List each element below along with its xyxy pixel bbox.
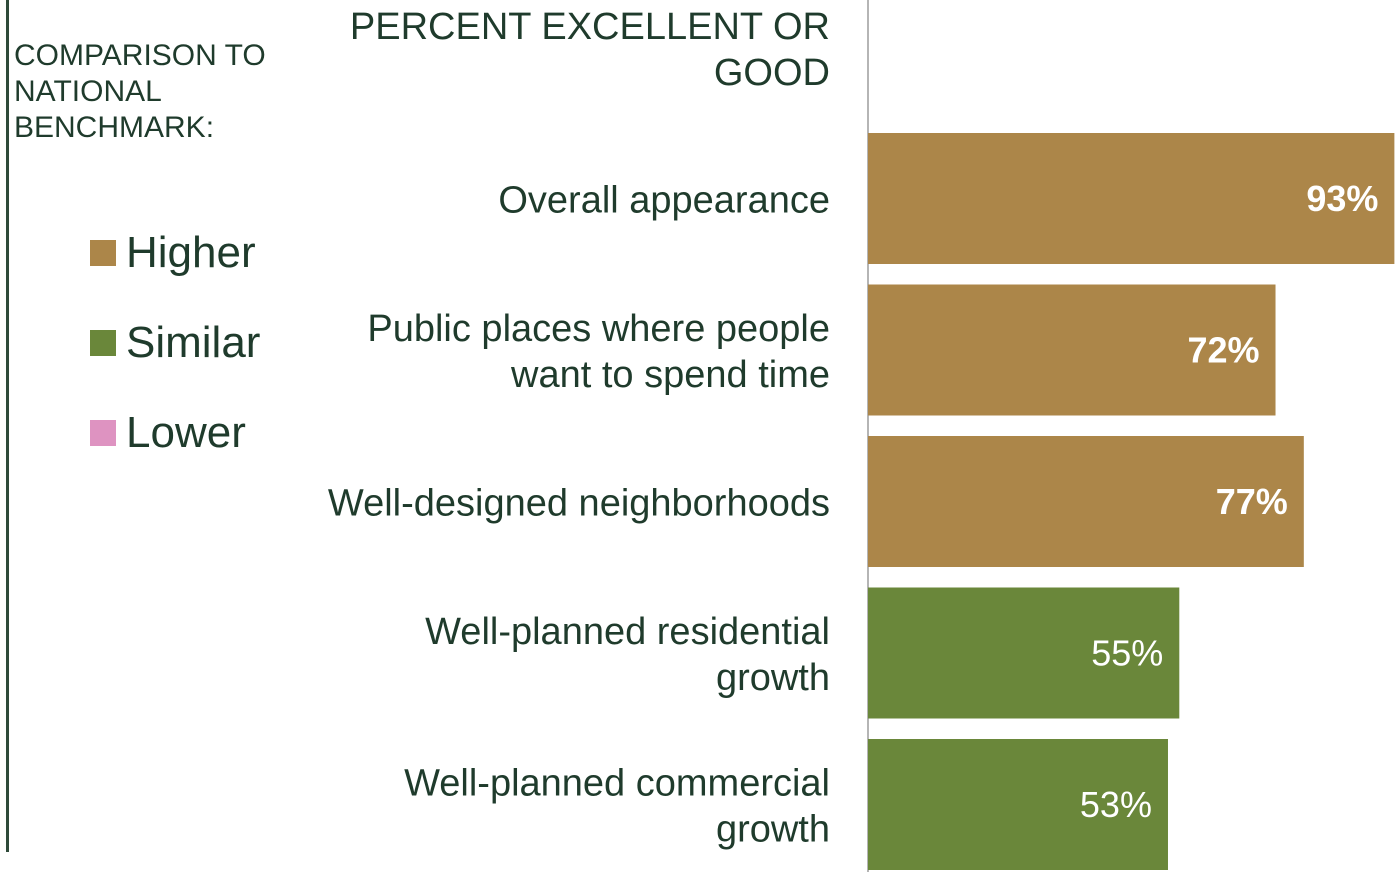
bar-value-label-3: 77% [1216, 481, 1288, 522]
left-rule [6, 0, 9, 852]
category-label-4: Well-planned residential growth [425, 611, 830, 699]
category-label-5: Well-planned commercial growth [404, 763, 830, 851]
legend-title: COMPARISON TO NATIONAL BENCHMARK: [14, 39, 266, 144]
category-label-1: Overall appearance [498, 180, 830, 222]
legend-item-lower: Lower [90, 408, 246, 458]
bar-3 [868, 436, 1304, 567]
legend-label-lower: Lower [126, 408, 246, 457]
legend-item-higher: Higher [90, 228, 256, 278]
chart-title: PERCENT EXCELLENT OR GOOD [349, 6, 830, 94]
bar-value-label-2: 72% [1187, 330, 1259, 371]
legend-swatch-lower [90, 420, 116, 446]
legend-label-similar: Similar [126, 318, 261, 367]
legend-item-similar: Similar [90, 318, 260, 368]
bar-value-label-1: 93% [1306, 178, 1378, 219]
bar-1 [868, 133, 1395, 264]
bar-5 [868, 739, 1168, 870]
legend-swatch-higher [90, 240, 116, 266]
category-label-3: Well-designed neighborhoods [328, 483, 830, 525]
category-label-2: Public places where people want to spend … [367, 308, 830, 396]
bar-value-label-5: 53% [1080, 784, 1152, 825]
bar-2 [868, 284, 1276, 416]
legend-swatch-similar [90, 330, 116, 356]
legend-label-higher: Higher [126, 228, 256, 277]
bar-value-label-4: 55% [1091, 633, 1163, 674]
bar-4 [868, 587, 1180, 719]
